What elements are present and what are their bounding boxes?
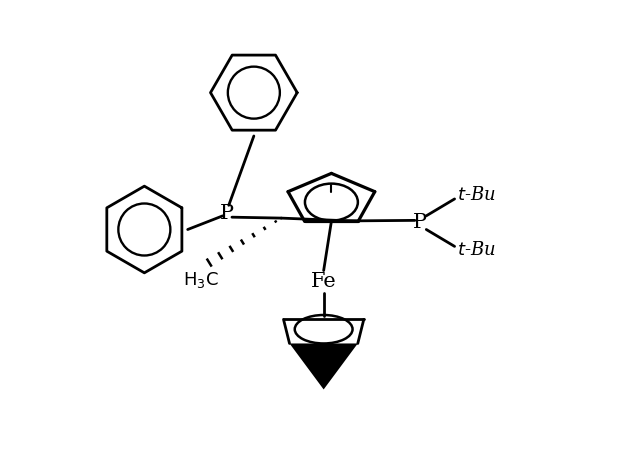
Text: $t$-Bu: $t$-Bu — [457, 186, 495, 204]
Text: $t$-Bu: $t$-Bu — [457, 241, 495, 259]
Polygon shape — [289, 343, 358, 389]
Text: H$_3$C: H$_3$C — [184, 270, 220, 290]
Text: P: P — [413, 213, 428, 232]
Text: Fe: Fe — [311, 273, 337, 291]
Text: P: P — [220, 204, 234, 223]
